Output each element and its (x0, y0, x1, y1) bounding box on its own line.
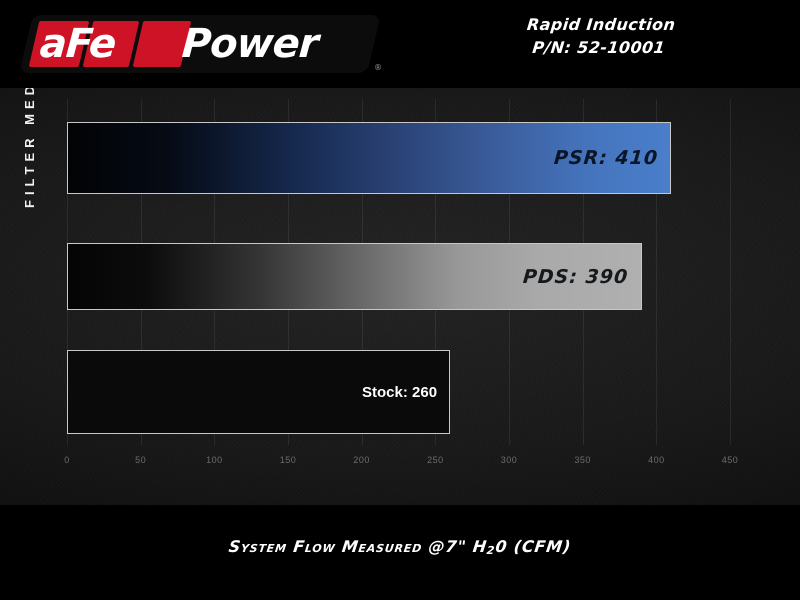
gridline-450 (730, 99, 731, 445)
x-tick-label-200: 200 (353, 455, 370, 465)
x-tick-label-450: 450 (721, 455, 739, 465)
x-tick-label-300: 300 (500, 455, 518, 465)
x-tick-label-0: 0 (64, 455, 70, 465)
bar-label-psr: PSR: 410 (552, 147, 660, 169)
logo-text-power: Power (180, 21, 320, 67)
x-tick-label-150: 150 (279, 455, 297, 465)
gridline-400 (656, 99, 658, 445)
bar-psr: PSR: 410 (67, 122, 672, 194)
caption-pre: System Flow Measured @7" H (227, 537, 489, 556)
header-bar: aFe Power ® Rapid Induction P/N: 52-1000… (0, 0, 800, 88)
x-tick-label-50: 50 (135, 455, 147, 465)
bar-label-pds: PDS: 390 (522, 265, 630, 288)
bar-pds: PDS: 390 (67, 243, 642, 310)
afe-power-logo: aFe Power ® (19, 9, 382, 79)
x-tick-label-250: 250 (427, 455, 444, 465)
plot-region: 0 50 100 150 200 250 300 350 400 450 PSR: 410 PDS… (64, 99, 738, 465)
caption-post: 0 (CFM) (494, 537, 573, 556)
x-axis-caption: System Flow Measured @7" H20 (CFM) (0, 537, 800, 557)
bar-stock: Stock: 260 (67, 350, 451, 434)
x-tick-label-350: 350 (574, 455, 591, 465)
x-tick-label-400: 400 (648, 455, 665, 465)
header-title-block: Rapid Induction P/N: 52-10001 (398, 13, 800, 59)
part-number: P/N: 52-10001 (531, 38, 667, 57)
logo-text-afe: aFe (38, 21, 117, 67)
caption-subscript: 2 (485, 544, 496, 557)
chart-area: FILTER MEDIA 0 50 100 150 200 250 300 350 400 450… (0, 58, 800, 505)
x-tick-label-100: 100 (206, 455, 223, 465)
registered-trademark-icon: ® (374, 63, 382, 72)
footer-bar: System Flow Measured @7" H20 (CFM) (0, 505, 800, 600)
product-name: Rapid Induction (526, 15, 677, 34)
bar-label-stock: Stock: 260 (362, 383, 438, 401)
